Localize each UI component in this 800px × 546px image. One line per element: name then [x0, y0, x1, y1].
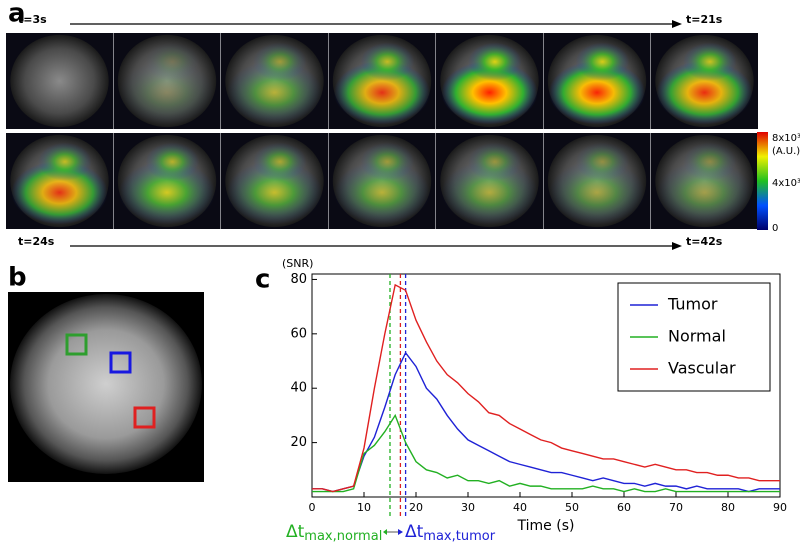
roi-box: [133, 406, 156, 429]
x-tick-label: 10: [357, 501, 371, 514]
overlay: [360, 142, 415, 181]
overlay: [683, 142, 737, 181]
y-tick-label: 80: [290, 272, 307, 287]
y-tick-label: 20: [290, 435, 307, 450]
overlay: [11, 160, 108, 225]
overlay: [226, 60, 323, 125]
layout: [6, 20, 768, 482]
x-tick-label: 40: [513, 501, 527, 514]
y-axis-label: (SNR): [282, 257, 313, 270]
y-tick-label: 40: [290, 381, 307, 396]
overlay: [468, 142, 522, 181]
overlay: [38, 142, 92, 181]
arrow-head: [672, 20, 682, 28]
overlay: [118, 60, 216, 125]
legend-label: Tumor: [667, 295, 718, 314]
time-label: t=21s: [686, 13, 723, 26]
annotation-subscript: max,normal: [304, 529, 382, 544]
series-line: [312, 351, 780, 493]
overlay: [145, 42, 200, 81]
time-label: t=3s: [18, 13, 47, 26]
arrow-head: [672, 242, 682, 250]
overlay: [333, 160, 431, 225]
overlay: [656, 160, 753, 225]
overlay: [575, 42, 630, 81]
overlay: [683, 42, 737, 81]
overlay: [145, 142, 200, 181]
roi-box: [109, 351, 132, 374]
y-tick-label: 60: [290, 326, 307, 341]
colorbar-label: 4x10³: [772, 178, 800, 189]
panel-label: b: [8, 263, 27, 293]
x-tick-label: 20: [409, 501, 423, 514]
colorbar-label: (A.U.): [772, 146, 800, 157]
mri: [10, 294, 202, 474]
annotation-symbol: Δt: [286, 522, 305, 542]
overlay: [468, 42, 522, 81]
roi-box: [65, 333, 88, 356]
overlay: [548, 160, 646, 225]
overlay: [548, 60, 646, 125]
series-line: [312, 413, 780, 493]
x-tick-label: 30: [461, 501, 475, 514]
colorbar-label: 8x10³: [772, 133, 800, 144]
x-tick-label: 90: [773, 501, 787, 514]
panel-label: c: [255, 265, 270, 295]
x-tick-label: 80: [721, 501, 735, 514]
time-label: t=42s: [686, 235, 723, 248]
overlay: [253, 142, 307, 181]
overlay: [333, 60, 431, 125]
x-tick-label: 0: [309, 501, 316, 514]
skull: [10, 34, 109, 128]
legend-label: Normal: [668, 327, 726, 346]
x-axis-label: Time (s): [517, 518, 575, 534]
overlay: [360, 42, 415, 81]
colorbar-label: 0: [772, 223, 778, 234]
overlay: [656, 60, 753, 125]
arrow-head: [398, 529, 403, 535]
colorbar: [757, 132, 768, 230]
plot-frame: [311, 273, 781, 498]
x-tick-label: 70: [669, 501, 683, 514]
legend-label: Vascular: [668, 359, 736, 378]
overlay: [575, 142, 630, 181]
overlay: [226, 160, 323, 225]
x-tick-label: 60: [617, 501, 631, 514]
annotation-symbol: Δt: [405, 522, 424, 542]
x-tick-label: 50: [565, 501, 579, 514]
overlay: [441, 60, 538, 125]
annotation: Δtmax,tumor: [405, 522, 496, 544]
arrow-head: [383, 529, 387, 535]
annotation: Δtmax,normal: [286, 522, 382, 544]
time-label: t=24s: [18, 235, 55, 248]
overlay: [118, 160, 216, 225]
overlay: [441, 160, 538, 225]
line-chart: 0 10 20 30 40 50 60 70 80 90 20 40 60 80 (SNR) Time (s)…: [282, 257, 787, 544]
series-line: [312, 283, 780, 493]
panel-label: a: [8, 0, 26, 29]
overlay: [253, 42, 307, 81]
annotation-subscript: max,tumor: [423, 529, 495, 544]
